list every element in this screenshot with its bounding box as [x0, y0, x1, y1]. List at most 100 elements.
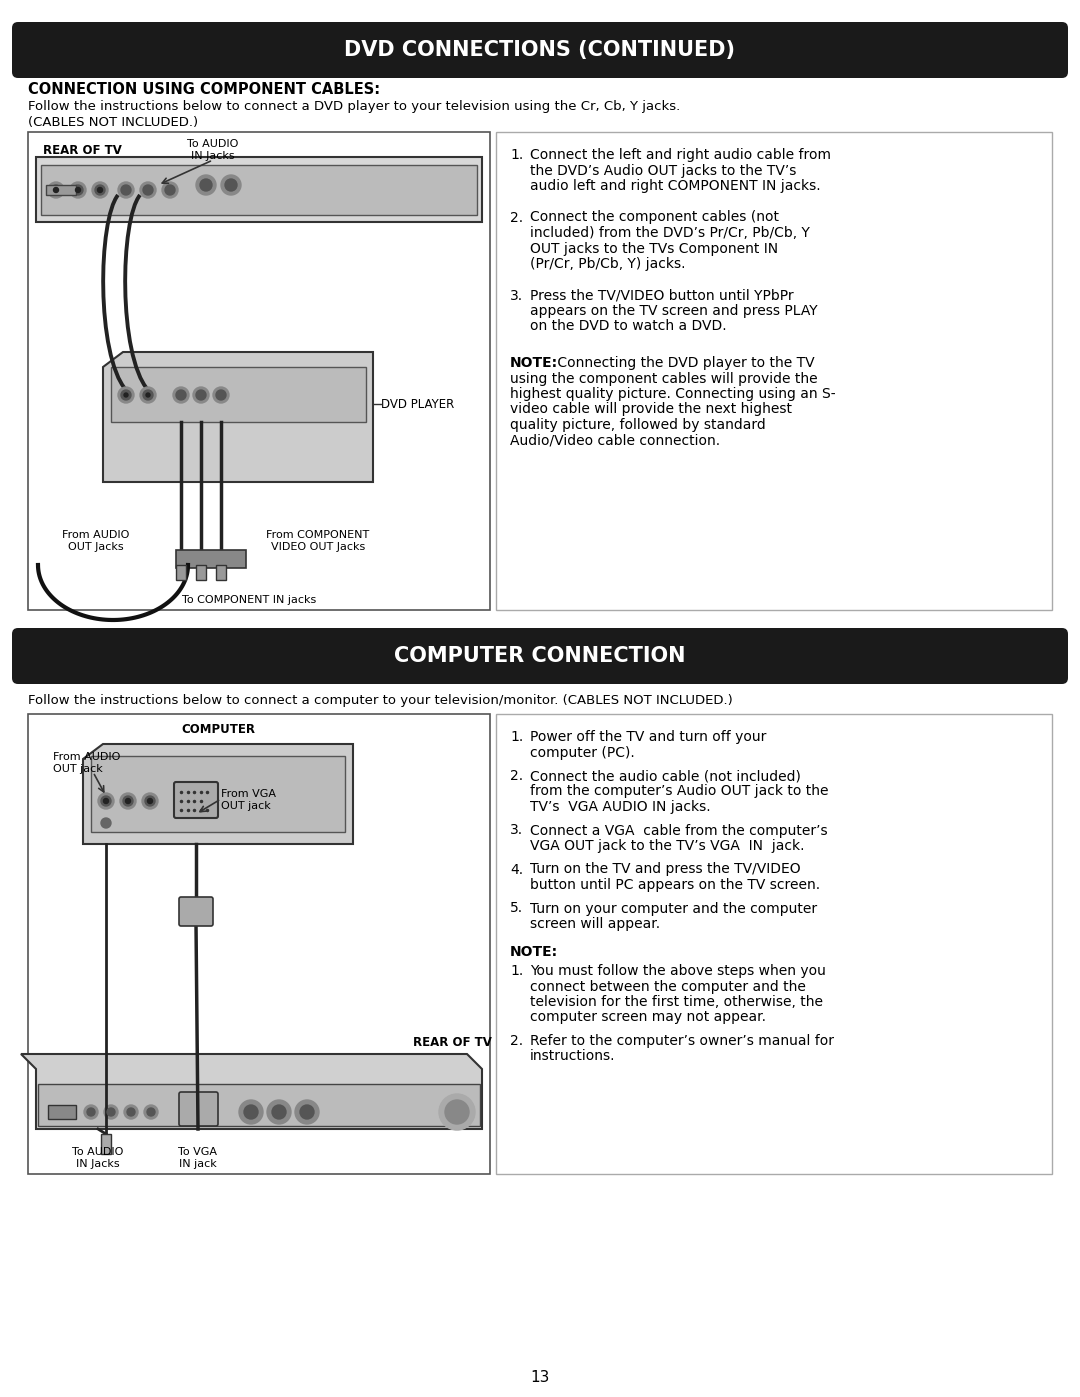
Text: 2.: 2. — [510, 211, 523, 225]
Text: 3.: 3. — [510, 289, 523, 303]
Circle shape — [87, 1108, 95, 1116]
Text: 1.: 1. — [510, 148, 523, 162]
Bar — [38, 1084, 480, 1126]
Circle shape — [121, 390, 131, 400]
Circle shape — [102, 819, 111, 828]
Circle shape — [143, 390, 153, 400]
Circle shape — [140, 387, 156, 402]
Text: TV’s  VGA AUDIO IN jacks.: TV’s VGA AUDIO IN jacks. — [530, 800, 711, 814]
Text: NOTE:: NOTE: — [510, 356, 558, 370]
Circle shape — [104, 1105, 118, 1119]
Text: You must follow the above steps when you: You must follow the above steps when you — [530, 964, 826, 978]
Circle shape — [141, 793, 158, 809]
Text: screen will appear.: screen will appear. — [530, 916, 660, 930]
Bar — [176, 564, 186, 580]
Circle shape — [272, 1105, 286, 1119]
Circle shape — [200, 179, 212, 191]
Text: DVD CONNECTIONS (CONTINUED): DVD CONNECTIONS (CONTINUED) — [345, 41, 735, 60]
Polygon shape — [21, 1053, 482, 1129]
Circle shape — [84, 1105, 98, 1119]
Text: using the component cables will provide the: using the component cables will provide … — [510, 372, 818, 386]
Text: Press the TV/VIDEO button until YPbPr: Press the TV/VIDEO button until YPbPr — [530, 289, 794, 303]
Text: Connect the audio cable (not included): Connect the audio cable (not included) — [530, 768, 801, 782]
Text: Refer to the computer’s owner’s manual for: Refer to the computer’s owner’s manual f… — [530, 1034, 834, 1048]
Bar — [28, 714, 490, 1173]
Circle shape — [51, 184, 60, 196]
Circle shape — [120, 793, 136, 809]
Circle shape — [195, 175, 216, 196]
Text: 1.: 1. — [510, 731, 523, 745]
Circle shape — [102, 796, 111, 806]
Text: video cable will provide the next highest: video cable will provide the next highes… — [510, 402, 792, 416]
Circle shape — [173, 387, 189, 402]
Circle shape — [127, 1108, 135, 1116]
Circle shape — [140, 182, 156, 198]
Text: (Pr/Cr, Pb/Cb, Y) jacks.: (Pr/Cr, Pb/Cb, Y) jacks. — [530, 257, 686, 271]
Text: To COMPONENT IN jacks: To COMPONENT IN jacks — [181, 595, 316, 605]
Text: highest quality picture. Connecting using an S-: highest quality picture. Connecting usin… — [510, 387, 836, 401]
Polygon shape — [83, 745, 353, 844]
Text: Follow the instructions below to connect a computer to your television/monitor. : Follow the instructions below to connect… — [28, 694, 732, 707]
Text: Power off the TV and turn off your: Power off the TV and turn off your — [530, 731, 767, 745]
Circle shape — [76, 187, 81, 193]
Circle shape — [121, 184, 131, 196]
Text: from the computer’s Audio OUT jack to the: from the computer’s Audio OUT jack to th… — [530, 785, 828, 799]
Circle shape — [195, 390, 206, 400]
Text: Connecting the DVD player to the TV: Connecting the DVD player to the TV — [553, 356, 814, 370]
Text: computer (PC).: computer (PC). — [530, 746, 635, 760]
Text: 3.: 3. — [510, 823, 523, 837]
Text: From COMPONENT
VIDEO OUT Jacks: From COMPONENT VIDEO OUT Jacks — [267, 529, 369, 552]
Text: 2.: 2. — [510, 1034, 523, 1048]
Circle shape — [92, 182, 108, 198]
Circle shape — [70, 182, 86, 198]
Circle shape — [295, 1099, 319, 1125]
Text: COMPUTER: COMPUTER — [181, 724, 255, 736]
Text: 1.: 1. — [510, 964, 523, 978]
Circle shape — [107, 1108, 114, 1116]
Circle shape — [176, 390, 186, 400]
Text: audio left and right COMPONENT IN jacks.: audio left and right COMPONENT IN jacks. — [530, 179, 821, 193]
Text: the DVD’s Audio OUT jacks to the TV’s: the DVD’s Audio OUT jacks to the TV’s — [530, 163, 796, 177]
FancyBboxPatch shape — [179, 897, 213, 926]
FancyBboxPatch shape — [179, 1092, 218, 1126]
Circle shape — [144, 1105, 158, 1119]
Bar — [176, 550, 246, 569]
Circle shape — [300, 1105, 314, 1119]
Bar — [48, 1105, 76, 1119]
Text: CONNECTION USING COMPONENT CABLES:: CONNECTION USING COMPONENT CABLES: — [28, 82, 380, 96]
Text: DVD PLAYER: DVD PLAYER — [381, 398, 455, 411]
Text: button until PC appears on the TV screen.: button until PC appears on the TV screen… — [530, 877, 820, 893]
Circle shape — [145, 796, 156, 806]
Circle shape — [125, 799, 131, 803]
Text: on the DVD to watch a DVD.: on the DVD to watch a DVD. — [530, 320, 727, 334]
Text: OUT jacks to the TVs Component IN: OUT jacks to the TVs Component IN — [530, 242, 778, 256]
Text: computer screen may not appear.: computer screen may not appear. — [530, 1010, 766, 1024]
Circle shape — [118, 182, 134, 198]
Text: connect between the computer and the: connect between the computer and the — [530, 979, 806, 993]
Text: VGA OUT jack to the TV’s VGA  IN  jack.: VGA OUT jack to the TV’s VGA IN jack. — [530, 840, 805, 854]
Text: NOTE:: NOTE: — [510, 944, 558, 958]
Circle shape — [124, 1105, 138, 1119]
Bar — [91, 756, 345, 833]
Circle shape — [244, 1105, 258, 1119]
Text: 5.: 5. — [510, 901, 523, 915]
Bar — [216, 564, 226, 580]
Text: From AUDIO
OUT Jacks: From AUDIO OUT Jacks — [63, 529, 130, 552]
Circle shape — [143, 184, 153, 196]
Circle shape — [162, 182, 178, 198]
Circle shape — [148, 799, 152, 803]
Text: To VGA
IN jack: To VGA IN jack — [178, 1147, 217, 1169]
Text: 13: 13 — [530, 1370, 550, 1386]
Circle shape — [438, 1094, 475, 1130]
Circle shape — [216, 390, 226, 400]
Text: (CABLES NOT INCLUDED.): (CABLES NOT INCLUDED.) — [28, 116, 198, 129]
Text: Audio/Video cable connection.: Audio/Video cable connection. — [510, 433, 720, 447]
Circle shape — [95, 184, 105, 196]
Bar — [41, 165, 477, 215]
FancyBboxPatch shape — [174, 782, 218, 819]
Bar — [195, 564, 206, 580]
Text: COMPUTER CONNECTION: COMPUTER CONNECTION — [394, 645, 686, 666]
Bar — [36, 156, 482, 222]
Bar — [28, 131, 490, 610]
Text: instructions.: instructions. — [530, 1049, 616, 1063]
